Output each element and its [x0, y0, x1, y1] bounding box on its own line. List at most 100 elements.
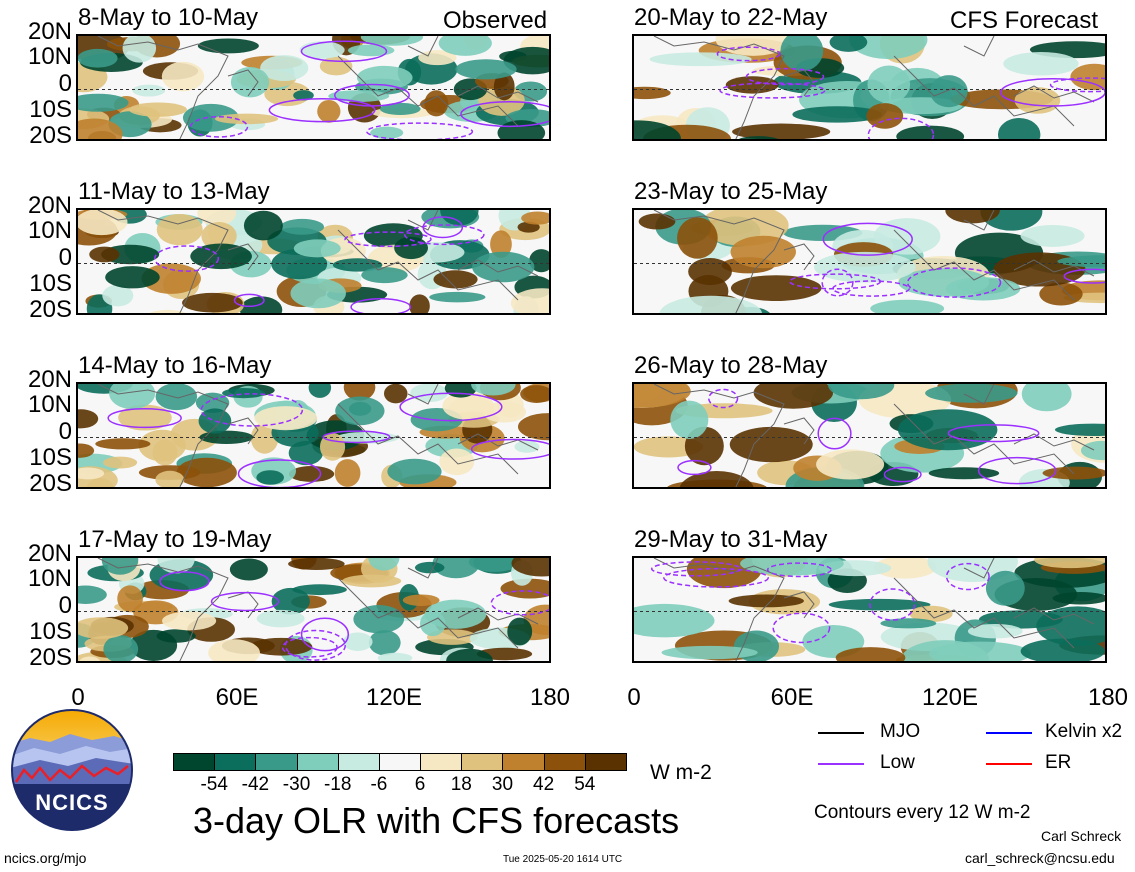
panel-title-obs-1: 8-May to 10-May [78, 4, 259, 31]
colorbar-swatch [214, 753, 257, 771]
panel-title-fc-2: 23-May to 25-May [634, 178, 828, 205]
olr-anomaly-blob [866, 103, 904, 129]
olr-anomaly-blob [335, 396, 385, 426]
low-contour [268, 97, 376, 123]
colorbar-swatch [296, 753, 339, 771]
olr-anomaly-blob [638, 213, 676, 230]
colorbar-tick-label: 6 [414, 774, 426, 795]
legend-er-line [986, 763, 1032, 765]
olr-anomaly-blob [379, 102, 421, 116]
olr-anomaly-blob [368, 558, 400, 571]
olr-anomaly-blob [182, 292, 243, 313]
low-contour [344, 231, 432, 248]
low-contour [883, 466, 922, 483]
lat-label: 20S [29, 296, 72, 323]
olr-anomaly-blob [909, 605, 953, 623]
olr-anomaly-blob [78, 443, 95, 458]
olr-anomaly-blob [659, 295, 762, 313]
olr-anomaly-blob [482, 401, 527, 423]
olr-anomaly-blob [308, 384, 332, 398]
olr-anomaly-blob [334, 459, 361, 487]
colorbar-tick-label: 54 [574, 774, 596, 795]
olr-map-panel [632, 382, 1107, 489]
lat-label: 20N [27, 540, 72, 567]
panel-title-obs-3: 14-May to 16-May [78, 352, 272, 379]
olr-anomaly-blob [829, 36, 868, 52]
olr-anomaly-blob [78, 118, 123, 139]
colorbar-swatch [378, 753, 422, 771]
olr-anomaly-blob [256, 609, 305, 628]
coastline [337, 577, 519, 649]
olr-anomaly-blob [439, 448, 475, 476]
coastline [653, 36, 785, 139]
olr-anomaly-blob [343, 384, 376, 401]
low-contour [281, 636, 338, 658]
olr-anomaly-blob [661, 645, 758, 660]
coastline [963, 210, 995, 231]
coastline [893, 55, 1075, 127]
olr-anomaly-blob [634, 603, 715, 638]
olr-map-panel [76, 208, 551, 315]
olr-anomaly-blob [849, 36, 928, 60]
olr-anomaly-blob [288, 440, 324, 466]
olr-anomaly-blob [162, 611, 217, 631]
colorbar-units: W m-2 [650, 761, 712, 784]
low-contour [719, 82, 826, 99]
low-contour [300, 617, 350, 652]
logo-text: NCICS [35, 790, 109, 815]
olr-anomaly-blob [128, 102, 187, 117]
lon-label-180-left: 180 [529, 684, 571, 711]
olr-anomaly-blob [1039, 282, 1083, 306]
olr-anomaly-blob [418, 50, 457, 66]
colorbar-swatch [502, 753, 545, 771]
olr-anomaly-blob [816, 449, 885, 480]
panel-title-fc-1: 20-May to 22-May [634, 4, 828, 31]
coastline [1013, 85, 1095, 103]
olr-anomaly-blob [440, 210, 479, 226]
colorbar-tick-label: -30 [282, 774, 311, 795]
olr-anomaly-blob [78, 467, 105, 480]
low-contour [210, 591, 280, 612]
low-contour [233, 293, 265, 308]
olr-anomaly-blob [1042, 466, 1105, 480]
lon-label-120e-left: 120E [365, 684, 423, 711]
colorbar-tick-label: 42 [533, 774, 555, 795]
olr-anomaly-blob [387, 458, 442, 485]
low-contour [650, 561, 742, 577]
olr-anomaly-blob [433, 270, 478, 289]
olr-anomaly-blob [828, 598, 931, 611]
coastline [407, 558, 439, 579]
lat-label: 10N [27, 391, 72, 418]
low-contour [322, 430, 391, 444]
olr-map-panel [632, 556, 1107, 663]
olr-anomaly-blob [1057, 255, 1105, 268]
low-contour [716, 46, 781, 62]
olr-anomaly-blob [753, 384, 834, 409]
olr-anomaly-blob [424, 90, 449, 117]
low-contour [677, 459, 712, 476]
colorbar-swatch [543, 753, 586, 771]
coastline [963, 558, 995, 579]
footer-email: carl_schreck@ncsu.edu [965, 850, 1115, 866]
olr-anomaly-blob [997, 117, 1041, 139]
olr-anomaly-blob [78, 585, 107, 604]
olr-anomaly-blob [867, 65, 911, 104]
colorbar [173, 753, 627, 771]
olr-anomaly-blob [292, 584, 347, 596]
olr-anomaly-blob [102, 284, 134, 307]
olr-anomaly-blob [870, 299, 945, 313]
coastline [1013, 607, 1095, 625]
low-contour [237, 459, 322, 487]
colorbar-tick-label: -42 [241, 774, 270, 795]
observed-label: Observed [443, 7, 548, 34]
olr-anomaly-blob [670, 400, 709, 439]
lat-label: 0 [58, 70, 72, 97]
olr-anomaly-blob [360, 36, 424, 46]
olr-anomaly-blob [79, 656, 101, 661]
lon-label-60e-right: 60E [770, 684, 814, 711]
lat-label: 10S [29, 444, 72, 471]
panel-title-fc-3: 26-May to 28-May [634, 352, 828, 379]
olr-anomaly-blob [182, 103, 239, 132]
olr-anomaly-blob [688, 258, 732, 286]
low-contour [399, 392, 503, 422]
